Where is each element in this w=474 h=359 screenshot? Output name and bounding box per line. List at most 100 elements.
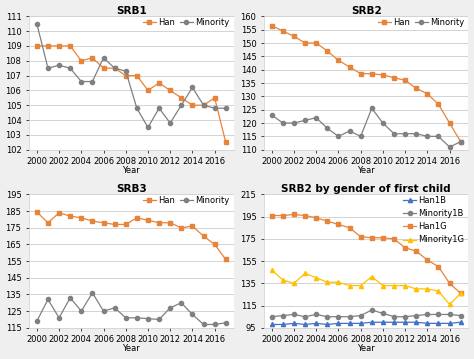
Minority1G [358,283,364,288]
Minority [145,125,151,130]
X-axis label: Year: Year [357,166,375,175]
Han [201,234,206,238]
Han1G [313,216,319,220]
Legend: Han, Minority: Han, Minority [378,18,464,27]
Han [178,96,184,100]
X-axis label: Year: Year [122,166,140,175]
Line: Minority: Minority [35,22,228,130]
Han [336,58,341,62]
Minority [190,85,195,90]
Han1G [346,225,352,230]
Minority1G [369,275,374,279]
Minority [156,106,162,110]
Han [201,103,206,107]
Han1B [425,321,430,326]
Minority1B [458,313,464,318]
Han [223,140,228,144]
Han [212,96,218,100]
Minority [79,309,84,313]
Minority [90,291,95,295]
Han1G [436,265,441,269]
Minority [67,296,73,300]
Title: SRB1: SRB1 [116,5,146,15]
Han1B [436,321,441,326]
Minority1G [391,283,397,288]
Han [123,74,128,78]
Minority1B [302,314,308,319]
Minority [380,121,386,125]
Minority [145,317,151,321]
Legend: Han, Minority: Han, Minority [143,196,229,205]
Line: Han: Han [270,24,463,144]
Minority [45,66,51,70]
Han1G [369,236,374,240]
Line: Han: Han [35,210,228,262]
Han1B [336,321,341,326]
Han1B [325,322,330,327]
Minority [402,131,408,136]
Minority [56,63,62,67]
Minority [413,131,419,136]
Minority1B [280,313,286,318]
Han [34,44,40,48]
Han [167,221,173,225]
Han [391,75,397,80]
Minority [45,297,51,302]
Han1G [325,219,330,223]
Minority1G [346,283,352,288]
Minority1B [425,312,430,317]
Han1G [458,291,464,295]
Minority [134,316,140,320]
Han [436,102,441,107]
Minority [178,103,184,107]
Minority [212,106,218,110]
Minority1G [458,291,464,295]
Minority [325,126,330,131]
Minority1B [336,314,341,319]
Minority1G [313,276,319,280]
Legend: Han, Minority: Han, Minority [143,18,229,27]
Han1B [291,321,297,326]
Minority1B [358,313,364,318]
Han [34,210,40,214]
Han [380,73,386,77]
Minority1G [325,280,330,284]
Line: Minority1B: Minority1B [270,308,463,319]
Han [190,103,195,107]
Han1B [269,322,274,327]
Han1B [413,320,419,325]
Han [100,221,106,225]
Minority [34,319,40,323]
Han [67,214,73,218]
Han [123,222,128,227]
Minority [190,312,195,317]
Han [325,49,330,53]
Han1G [380,236,386,240]
Han [79,216,84,220]
Han [425,92,430,96]
Line: Han1G: Han1G [270,213,463,295]
Han [346,65,352,69]
Minority [201,322,206,327]
Han1G [358,234,364,239]
Han [112,222,118,227]
Han [156,81,162,85]
Han [45,221,51,225]
Han [447,121,452,125]
Han [402,78,408,83]
Minority1G [402,283,408,288]
Minority [156,317,162,322]
Minority [123,316,128,320]
Minority1B [413,313,419,318]
Minority [100,309,106,313]
Minority1B [391,314,397,319]
Minority1G [436,289,441,293]
Minority [447,145,452,149]
Minority [346,129,352,133]
Han1B [380,320,386,325]
Minority1B [447,312,452,317]
Han [302,41,308,45]
Minority1B [402,314,408,319]
Minority [167,306,173,310]
Title: SRB2 by gender of first child: SRB2 by gender of first child [282,184,451,194]
